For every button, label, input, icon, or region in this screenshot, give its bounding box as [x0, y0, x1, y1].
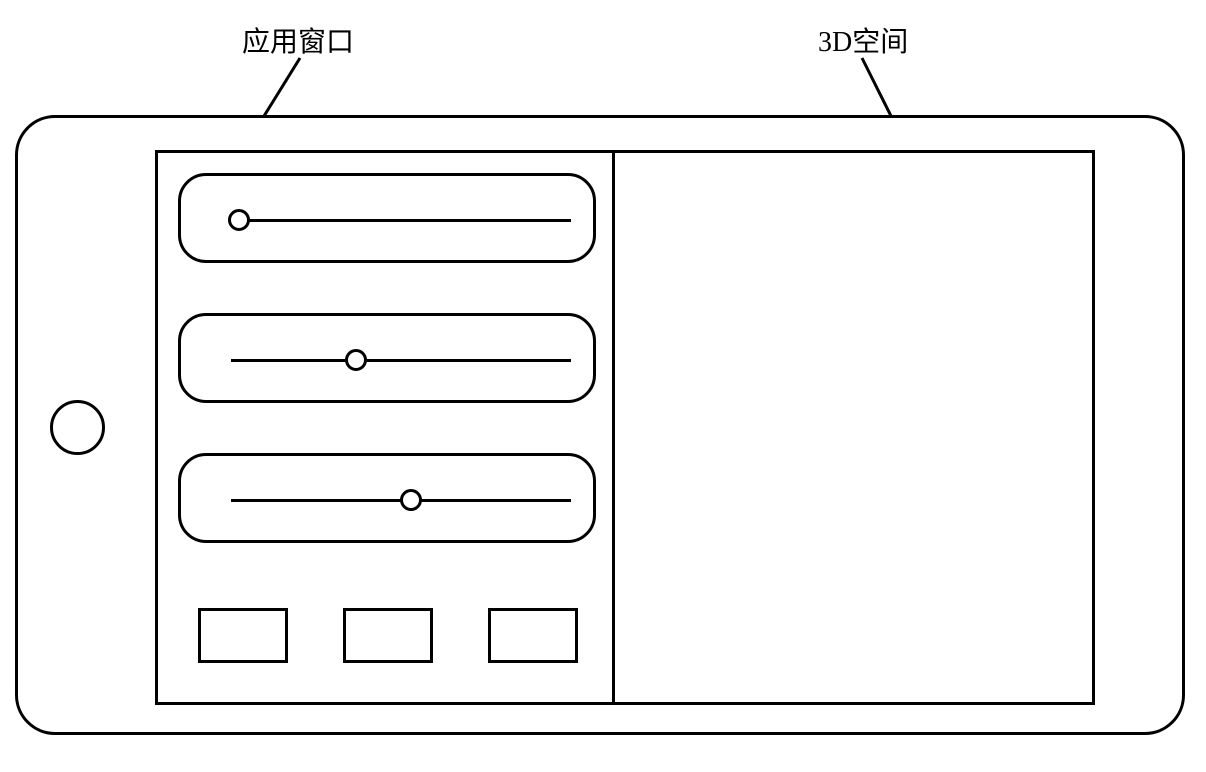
home-button[interactable] — [50, 400, 105, 455]
slider-3-thumb[interactable] — [400, 489, 422, 511]
3d-space-panel — [615, 153, 1092, 702]
diagram-canvas: 应用窗口 3D空间 — [0, 0, 1206, 772]
bottom-button-2[interactable] — [343, 608, 433, 663]
slider-2[interactable] — [178, 313, 596, 403]
slider-2-track — [231, 359, 571, 362]
slider-1[interactable] — [178, 173, 596, 263]
phone-screen — [155, 150, 1095, 705]
slider-1-track — [231, 219, 571, 222]
bottom-button-3[interactable] — [488, 608, 578, 663]
bottom-button-1[interactable] — [198, 608, 288, 663]
label-app-window: 应用窗口 — [242, 20, 354, 60]
app-window-panel — [158, 153, 615, 702]
slider-2-thumb[interactable] — [345, 349, 367, 371]
slider-3[interactable] — [178, 453, 596, 543]
slider-1-thumb[interactable] — [228, 209, 250, 231]
label-3d-space: 3D空间 — [818, 20, 908, 60]
